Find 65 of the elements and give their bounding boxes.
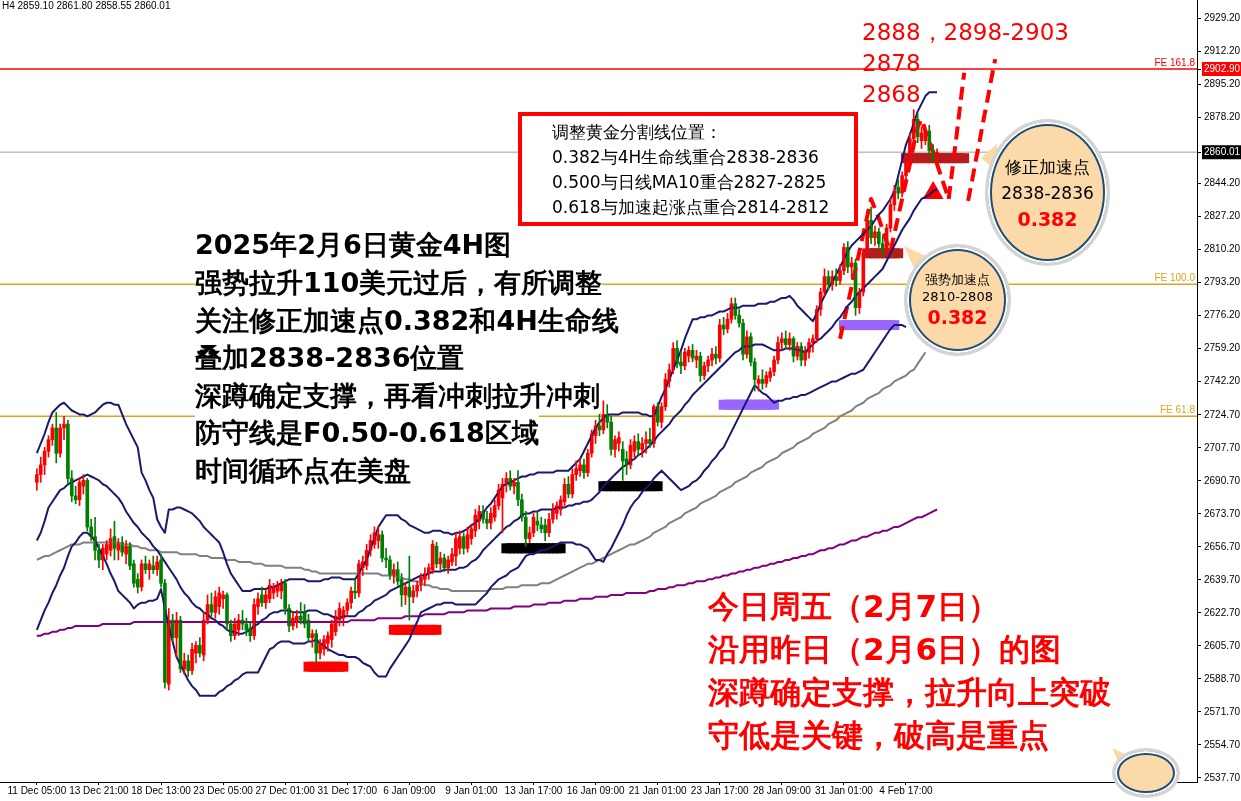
annotation: 深蹲确定支撑，再看冲刺拉升冲刺: [195, 376, 600, 414]
y-tick-label: 2793.20: [1204, 275, 1241, 287]
x-tick-label: 13 Dec 21:00: [69, 784, 130, 796]
y-tick-label: 2844.20: [1204, 176, 1241, 188]
annotation: 叠加2838-2836位置: [195, 339, 465, 377]
y-tick-label: 2554.70: [1204, 738, 1241, 750]
y-tick-label: 2639.70: [1204, 573, 1241, 585]
annotation: 时间循环点在美盘: [195, 451, 411, 489]
x-tick-label: 31 Dec 17:00: [317, 784, 378, 796]
y-tick-label: 2707.70: [1204, 441, 1241, 453]
annotation: 强势拉升110美元过后，有所调整: [195, 264, 603, 302]
annotation: 关注修正加速点0.382和4H生命线: [195, 301, 619, 339]
annotation: 2868: [862, 80, 921, 109]
y-tick-label: 2860.01: [1204, 146, 1241, 158]
annotation: 防守线是F0.50-0.618区域: [195, 414, 539, 452]
y-tick-label: 2724.70: [1204, 408, 1241, 420]
annotation: 0.500与日线MA10重合2827-2825: [552, 171, 827, 194]
y-tick-label: 2742.20: [1204, 374, 1241, 386]
x-tick-label: 9 Jan 01:00: [445, 784, 498, 796]
x-tick-label: 27 Dec 01:00: [255, 784, 316, 796]
annotation: H4 2859.10 2861.80 2858.55 2860.01: [2, 0, 171, 12]
text: 2025年2月6日黄金4H图: [195, 226, 512, 264]
y-tick-label: 2622.70: [1204, 606, 1241, 618]
annotation: 0.382: [927, 305, 988, 329]
y-tick-label: 2827.20: [1204, 209, 1241, 221]
x-tick-label: 21 Jan 01:00: [628, 784, 688, 796]
annotation: 强势加速点: [925, 271, 990, 288]
y-tick-label: 2759.20: [1204, 341, 1241, 353]
annotation: 2888，2898-2903: [862, 18, 1069, 47]
y-tick-label: 2776.20: [1204, 308, 1241, 320]
speech-bubble: 强势加速点 2810-2808 0.382: [904, 244, 1011, 356]
y-tick-label: 2588.70: [1204, 672, 1241, 684]
annotation: 2810-2808: [922, 288, 993, 305]
annotation: 深蹲确定支撑，拉升向上突破: [708, 673, 1111, 712]
y-tick-label: 2571.70: [1204, 705, 1241, 717]
annotation: 0.382与4H生命线重合2838-2836: [552, 146, 819, 169]
annotation: 沿用昨日（2月6日）的图: [708, 630, 1062, 669]
x-tick-label: 31 Jan 01:00: [815, 784, 874, 796]
x-tick-label: 18 Dec 13:00: [131, 784, 192, 796]
x-tick-label: 11 Dec 05:00: [7, 784, 67, 796]
y-tick-label: 2929.20: [1204, 11, 1241, 23]
y-tick-label: 2878.20: [1204, 110, 1241, 122]
ref-line-label: FE 100.0: [1154, 272, 1196, 284]
annotation: 调整黄金分割线位置：: [552, 121, 722, 144]
y-tick-label: 2912.20: [1204, 44, 1241, 56]
y-tick-label: 2895.20: [1204, 77, 1241, 89]
y-tick-label: 2673.70: [1204, 507, 1241, 519]
y-tick-label: 2605.70: [1204, 639, 1241, 651]
ref-line-label: FE 161.8: [1154, 56, 1196, 68]
x-tick-label: 13 Jan 17:00: [504, 784, 563, 796]
annotation: 0.618与加速起涨点重合2814-2812: [552, 196, 830, 219]
y-tick-label: 2537.70: [1204, 771, 1241, 783]
x-tick-label: 4 Feb 17:00: [879, 784, 934, 796]
x-tick-label: 23 Jan 17:00: [690, 784, 750, 796]
ref-line-label: FE 61.8: [1159, 404, 1196, 416]
x-tick-label: 16 Jan 09:00: [566, 784, 625, 796]
y-tick-label: 2902.90: [1204, 62, 1241, 74]
y-tick-label: 2690.70: [1204, 474, 1241, 486]
annotation: 守低是关键，破高是重点: [708, 716, 1049, 755]
x-tick-label: 6 Jan 09:00: [383, 784, 436, 796]
annotation: 今日周五（2月7日）: [708, 587, 1000, 626]
y-tick-label: 2656.70: [1204, 540, 1241, 552]
x-tick-label: 28 Jan 09:00: [752, 784, 812, 796]
x-tick-label: 23 Dec 05:00: [193, 784, 254, 796]
y-tick-label: 2810.20: [1204, 242, 1241, 254]
